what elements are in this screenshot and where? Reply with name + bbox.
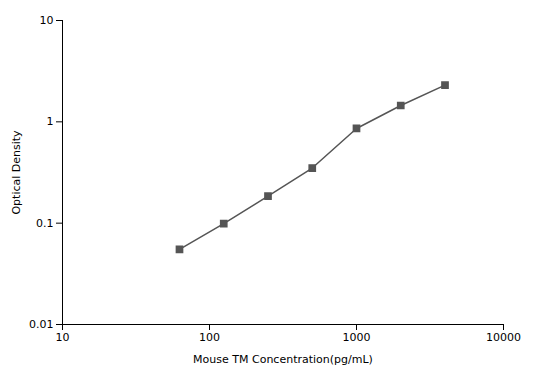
svg-text:10000: 10000: [486, 331, 521, 344]
svg-text:Optical Density: Optical Density: [10, 130, 23, 215]
svg-text:0.1: 0.1: [36, 217, 54, 230]
svg-text:0.01: 0.01: [29, 318, 54, 331]
svg-text:1: 1: [47, 115, 54, 128]
svg-text:10: 10: [40, 14, 54, 27]
svg-text:100: 100: [199, 331, 220, 344]
svg-text:10: 10: [56, 331, 70, 344]
svg-text:1000: 1000: [343, 331, 371, 344]
svg-text:Mouse TM Concentration(pg/mL): Mouse TM Concentration(pg/mL): [193, 353, 373, 366]
